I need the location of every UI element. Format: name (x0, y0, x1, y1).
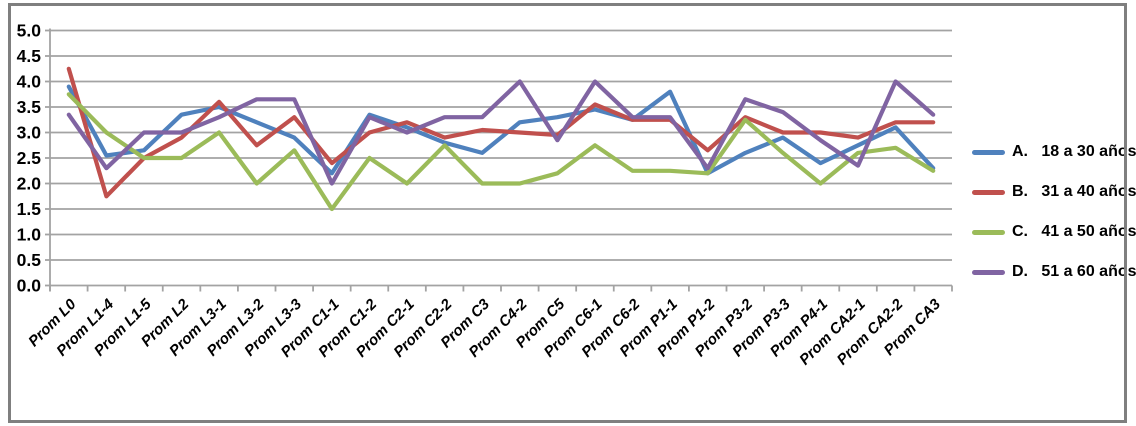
y-axis-label: 2.5 (17, 148, 42, 168)
legend-item-0: A. 18 a 30 años (972, 142, 1136, 162)
y-axis-label: 3.0 (17, 123, 42, 143)
y-axis-label: 1.0 (17, 225, 42, 245)
y-axis-label: 4.5 (17, 46, 42, 66)
y-axis-label: 0.5 (17, 250, 42, 270)
y-axis-label: 5.0 (17, 21, 42, 41)
legend-label: C. 41 a 50 años (1012, 223, 1136, 240)
legend-item-3: D. 51 a 60 años (972, 262, 1136, 282)
legend-label: A. 18 a 30 años (1012, 143, 1136, 160)
y-axis-label: 0.0 (17, 276, 42, 296)
legend-item-2: C. 41 a 50 años (972, 222, 1136, 242)
legend-swatch-icon (972, 269, 1005, 275)
legend-swatch-icon (972, 149, 1005, 155)
legend-item-1: B. 31 a 40 años (972, 182, 1136, 202)
legend-swatch-icon (972, 189, 1005, 195)
legend-label: B. 31 a 40 años (1012, 183, 1136, 200)
legend-swatch-icon (972, 229, 1005, 235)
y-axis-label: 1.5 (17, 199, 42, 219)
series-line-1 (66, 66, 936, 199)
y-axis-label: 2.0 (17, 174, 42, 194)
y-axis-label: 4.0 (17, 72, 42, 92)
series-line-3 (66, 79, 936, 186)
y-axis-label: 3.5 (17, 97, 42, 117)
series-line-2 (66, 92, 936, 212)
legend-label: D. 51 a 60 años (1012, 263, 1136, 280)
